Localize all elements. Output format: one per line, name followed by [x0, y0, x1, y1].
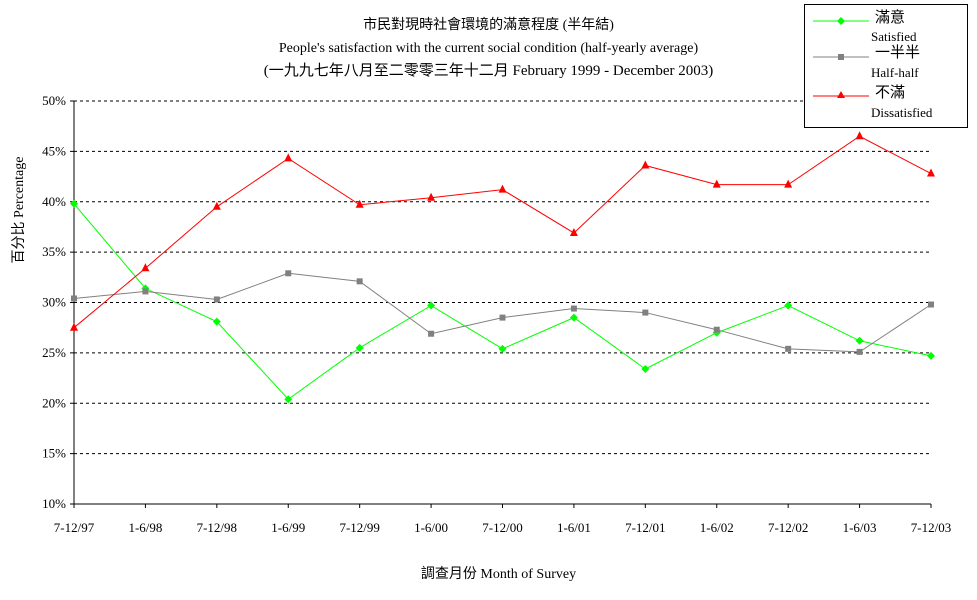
x-tick-label: 7-12/99: [339, 520, 379, 535]
data-point-half-half: [213, 296, 220, 303]
y-tick-label: 45%: [42, 143, 66, 158]
x-tick-label: 1-6/02: [700, 520, 734, 535]
data-point-dissatisfied: [212, 201, 221, 210]
data-point-satisfied: [70, 199, 78, 208]
data-point-half-half: [356, 278, 363, 285]
data-point-satisfied: [927, 351, 935, 360]
data-point-satisfied: [784, 301, 793, 310]
chart-subtitle: (一九九七年八月至二零零三年十二月 February 1999 - Decemb…: [263, 63, 714, 79]
data-point-half-half: [785, 345, 792, 352]
data-point-half-half: [71, 295, 77, 302]
data-point-half-half: [713, 326, 720, 333]
data-point-dissatisfied: [855, 131, 864, 140]
y-tick-label: 30%: [42, 295, 66, 310]
data-point-dissatisfied: [355, 199, 364, 208]
x-tick-label: 1-6/03: [843, 520, 877, 535]
x-tick-label: 7-12/02: [768, 520, 808, 535]
data-point-half-half: [928, 301, 934, 308]
series-line-dissatisfied: [73, 135, 932, 329]
data-point-dissatisfied: [784, 179, 793, 188]
legend-label-dissatisfied-cn: 不滿: [875, 85, 906, 101]
data-point-dissatisfied: [427, 192, 436, 201]
legend-item-half-half: 一半半 Half-half: [805, 45, 967, 87]
chart-title-en: People's satisfaction with the current s…: [278, 41, 699, 56]
data-point-dissatisfied: [569, 227, 578, 236]
legend-swatch-dissatisfied: [813, 91, 869, 98]
data-point-half-half: [428, 330, 435, 337]
data-point-satisfied: [641, 364, 650, 373]
data-point-dissatisfied: [927, 168, 935, 177]
data-point-dissatisfied: [712, 179, 721, 188]
data-point-dissatisfied: [641, 160, 650, 169]
data-point-satisfied: [855, 336, 864, 345]
legend-swatch-half-half: [813, 54, 869, 60]
x-tick-label: 1-6/98: [128, 520, 162, 535]
legend-label-dissatisfied-en: Dissatisfied: [871, 105, 933, 120]
x-tick-label: 7-12/98: [197, 520, 237, 535]
y-tick-label: 50%: [42, 93, 66, 108]
data-point-half-half: [642, 309, 649, 316]
legend-label-satisfied-cn: 滿意: [875, 10, 906, 26]
y-tick-label: 35%: [42, 244, 66, 259]
legend-label-half-half-cn: 一半半: [875, 45, 921, 61]
y-axis-label: 百分比 Percentage: [12, 156, 27, 264]
data-point-half-half: [856, 348, 863, 355]
legend-swatch-satisfied: [813, 17, 869, 25]
data-point-dissatisfied: [284, 153, 293, 162]
x-tick-label: 7-12/01: [625, 520, 665, 535]
legend: 滿意 Satisfied 一半半 Half-half 不滿 Dissatisfi…: [804, 4, 968, 128]
chart-title-cn: 市民對現時社會環境的滿意程度 (半年結): [363, 18, 614, 33]
data-point-dissatisfied: [70, 322, 78, 331]
data-point-half-half: [570, 305, 577, 312]
x-tick-label: 7-12/00: [482, 520, 522, 535]
data-point-half-half: [285, 270, 292, 277]
data-point-satisfied: [427, 301, 436, 310]
x-axis-label: 調查月份 Month of Survey: [420, 567, 577, 582]
data-point-satisfied: [498, 344, 507, 353]
data-point-dissatisfied: [498, 184, 507, 193]
y-tick-label: 10%: [42, 496, 66, 511]
y-tick-label: 25%: [42, 345, 66, 360]
y-tick-label: 20%: [42, 395, 66, 410]
series-line-satisfied: [73, 203, 932, 400]
x-tick-label: 1-6/99: [271, 520, 305, 535]
x-tick-label: 7-12/97: [54, 520, 95, 535]
legend-label-satisfied-en: Satisfied: [871, 29, 917, 44]
data-point-satisfied: [284, 395, 293, 404]
legend-item-satisfied: 滿意 Satisfied: [805, 7, 967, 47]
data-point-satisfied: [355, 343, 364, 352]
y-tick-label: 15%: [42, 446, 66, 461]
data-point-satisfied: [212, 317, 221, 326]
data-point-dissatisfied: [141, 263, 150, 272]
x-tick-label: 1-6/01: [557, 520, 591, 535]
data-point-half-half: [499, 314, 506, 321]
y-tick-label: 40%: [42, 194, 66, 209]
legend-label-half-half-en: Half-half: [871, 65, 919, 80]
data-point-satisfied: [569, 313, 578, 322]
data-point-half-half: [142, 288, 149, 295]
x-tick-label: 7-12/03: [911, 520, 951, 535]
legend-item-dissatisfied: 不滿 Dissatisfied: [805, 85, 967, 127]
x-tick-label: 1-6/00: [414, 520, 448, 535]
